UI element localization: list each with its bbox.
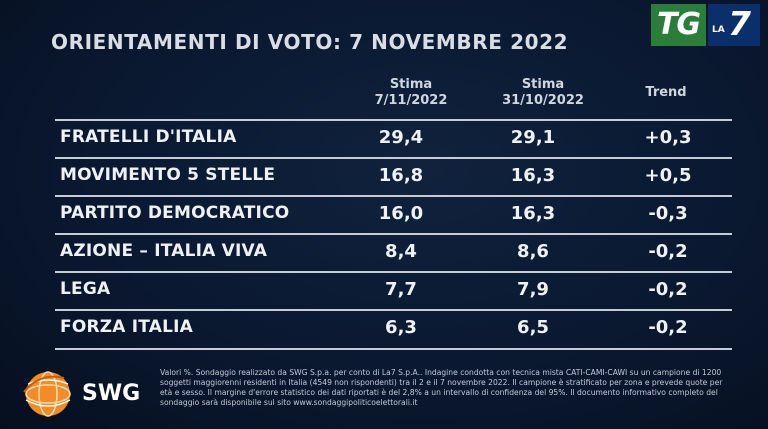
trend-value: +0,3 [644,127,692,148]
column-header-stima-current: Stima 7/11/2022 [351,77,471,109]
la7-seven-text: 7 [728,4,751,43]
stima-current-value: 29,4 [378,127,424,148]
stima-current-value: 7,7 [385,279,417,300]
trend-value: -0,2 [648,241,688,262]
trend-value: -0,3 [648,203,688,224]
stima-previous-value: 29,1 [510,127,556,148]
trend-value: -0,2 [648,279,688,300]
stima-previous-value: 8,6 [517,241,549,262]
la7-logo: LA 7 [708,4,760,46]
table-row: PARTITO DEMOCRATICO 16,0 16,3 -0,3 [55,195,732,234]
swg-name: SWG [82,381,141,406]
stima-previous-value: 16,3 [510,165,556,186]
table-row: FORZA ITALIA 6,3 6,5 -0,2 [55,309,732,350]
swg-globe-icon [23,371,71,417]
la7-la-text: LA [712,25,725,35]
stima-previous-value: 16,3 [510,203,556,224]
stima-previous-value: 6,5 [517,317,549,338]
page-title: ORIENTAMENTI DI VOTO: 7 NOVEMBRE 2022 [51,30,569,54]
table-row: AZIONE – ITALIA VIVA 8,4 8,6 -0,2 [55,233,732,272]
column-header-date: 7/11/2022 [374,93,448,108]
stima-current-value: 16,8 [378,165,424,186]
column-header-trend: Trend [645,85,687,100]
methodology-footnote: Valori %. Sondaggio realizzato da SWG S.… [160,368,723,407]
stima-current-value: 16,0 [378,203,424,224]
column-header-stima-label: Stima [389,77,433,92]
stima-current-value: 6,3 [385,317,417,338]
trend-value: -0,2 [648,317,688,338]
party-name: AZIONE – ITALIA VIVA [60,241,268,261]
column-header-stima-label: Stima [521,77,565,92]
swg-logo: SWG [20,368,150,420]
party-name: PARTITO DEMOCRATICO [60,203,290,223]
tg-la7-logo: TG LA 7 [651,4,760,46]
party-name: FORZA ITALIA [60,317,194,337]
table-row: MOVIMENTO 5 STELLE 16,8 16,3 +0,5 [55,157,732,196]
trend-value: +0,5 [644,165,692,186]
party-name: FRATELLI D'ITALIA [60,127,237,147]
column-header-stima-previous: Stima 31/10/2022 [483,77,603,109]
stima-current-value: 8,4 [385,241,417,262]
party-name: MOVIMENTO 5 STELLE [60,165,276,185]
party-name: LEGA [60,279,111,299]
column-header-date: 31/10/2022 [502,93,584,108]
table-row: LEGA 7,7 7,9 -0,2 [55,271,732,310]
table-row: FRATELLI D'ITALIA 29,4 29,1 +0,3 [55,119,732,158]
stima-previous-value: 7,9 [517,279,549,300]
tg-logo-text: TG [651,4,706,46]
